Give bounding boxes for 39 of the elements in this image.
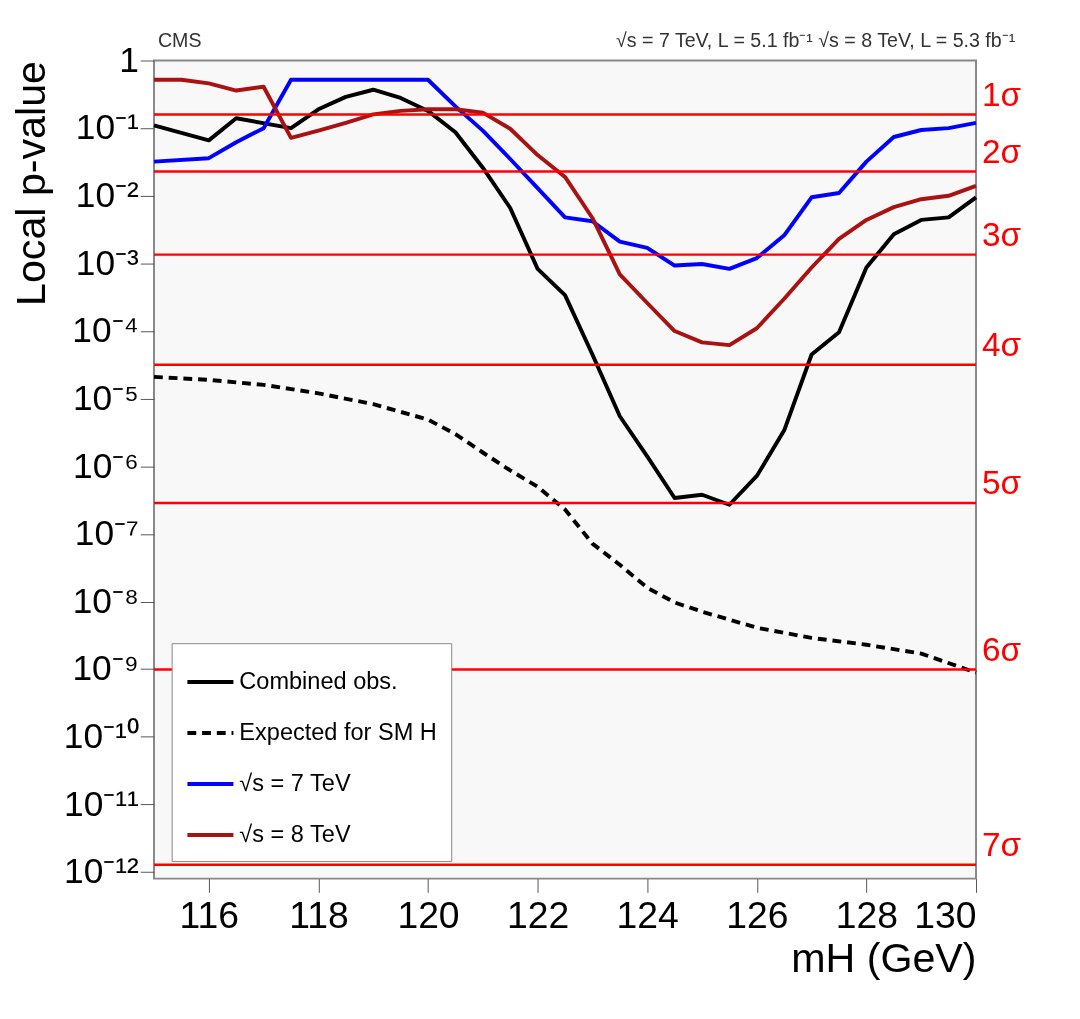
line-series bbox=[152, 77, 978, 271]
y-tick-label: 10⁻³ bbox=[75, 242, 140, 282]
y-tick-label: 10⁻⁶ bbox=[73, 445, 139, 485]
x-tick-label: 124 bbox=[616, 894, 679, 937]
x-tick-label: 126 bbox=[726, 894, 789, 937]
ref-line-label: 6σ bbox=[981, 630, 1022, 668]
ref-line-label: 4σ bbox=[981, 325, 1022, 363]
y-tick-label: 10⁻⁹ bbox=[72, 648, 139, 688]
x-tick-label: 128 bbox=[835, 894, 898, 937]
y-tick-label: 10⁻² bbox=[75, 175, 140, 215]
y-tick-label: 10⁻⁵ bbox=[72, 377, 139, 417]
text: CMS bbox=[157, 28, 202, 51]
x-tick-label: 122 bbox=[507, 894, 570, 937]
y-tick-label: 10⁻⁷ bbox=[74, 513, 139, 553]
y-tick-label: 10⁻⁸ bbox=[72, 580, 139, 620]
ref-line-label: 5σ bbox=[981, 464, 1022, 502]
ref-line-label: 1σ bbox=[981, 75, 1022, 113]
y-tick-label: 10⁻⁴ bbox=[72, 310, 139, 350]
y-tick-label: 10⁻¹⁰ bbox=[63, 716, 139, 756]
ref-line-label: 3σ bbox=[981, 215, 1022, 253]
y-axis-title: Local p-value bbox=[7, 61, 54, 307]
x-axis-title: mH (GeV) bbox=[791, 935, 977, 982]
ref-line-label: 2σ bbox=[981, 132, 1022, 170]
legend-label: Expected for SM H bbox=[239, 718, 437, 745]
legend-label: Combined obs. bbox=[239, 667, 398, 694]
x-tick-label: 116 bbox=[179, 894, 240, 937]
legend-label: √s = 8 TeV bbox=[239, 820, 351, 847]
y-tick-label: 1 bbox=[119, 39, 139, 79]
legend-label: √s = 7 TeV bbox=[239, 769, 351, 796]
y-tick-label: 10⁻¹² bbox=[64, 851, 140, 891]
line-series bbox=[152, 87, 978, 507]
y-tick-label: 10⁻¹¹ bbox=[64, 783, 139, 823]
x-tick-label: 120 bbox=[397, 894, 460, 937]
y-tick-label: 10⁻¹ bbox=[75, 107, 139, 147]
ref-line-label: 7σ bbox=[981, 826, 1022, 863]
x-tick-label: 118 bbox=[289, 894, 349, 937]
line-series bbox=[152, 77, 978, 348]
x-tick-label: 130 bbox=[914, 894, 977, 937]
text: √s = 7 TeV, L = 5.1 fb⁻¹ √s = 8 TeV, L = 5.3 fb⁻¹ bbox=[615, 28, 1016, 51]
